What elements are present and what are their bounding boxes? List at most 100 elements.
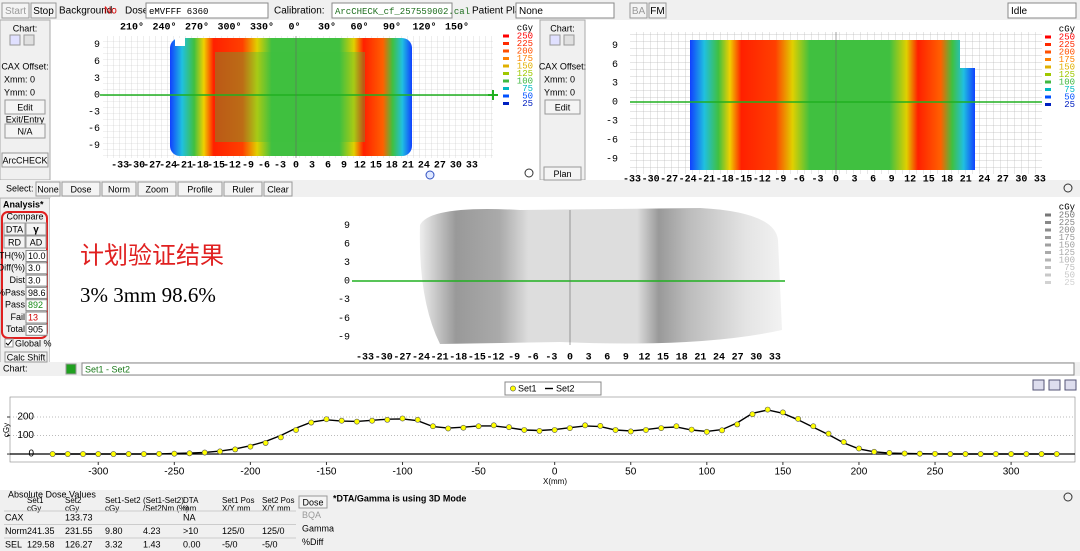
chart-tool[interactable] [1032,379,1045,391]
legend-title: cGy [1059,202,1076,212]
legend-swatch [503,34,509,38]
button-label: AD [30,237,43,247]
plot-frame [9,396,1076,463]
data-point [323,416,330,423]
x-tick-label: 6 [870,175,876,186]
table-header: Set1-Set2 [105,496,141,505]
row-label: Norm [5,526,27,536]
button[interactable] [25,235,47,249]
field-value: 3.0 [28,263,41,273]
button[interactable] [25,222,47,236]
dose-map [690,40,975,170]
chart-tool[interactable] [1064,379,1077,391]
legend-label: 250 [517,31,533,41]
chart-icon[interactable] [563,34,575,46]
button[interactable] [263,181,293,197]
button[interactable] [3,222,26,236]
data-point [992,451,999,457]
table-title: Absolute Dose Values [8,489,96,499]
input-field[interactable] [81,362,1075,376]
zoom-icon[interactable] [1063,492,1073,502]
field-value: 10.0 [28,251,46,261]
input-field [25,250,48,262]
zoom-icon[interactable] [1063,183,1073,193]
field-value: 13 [28,312,38,322]
label: Dose: [125,6,151,17]
annotation-title: 计划验证结果 [80,243,224,270]
data-point [125,451,132,457]
button[interactable] [101,181,137,197]
button[interactable] [223,181,263,197]
zoom-icon[interactable] [524,168,534,178]
legend-label: 125 [517,69,533,79]
chart-icon[interactable] [65,363,77,375]
button[interactable] [629,2,648,19]
button[interactable] [177,181,223,197]
input-field[interactable] [1007,2,1077,19]
legend-label: 200 [517,46,533,56]
input-field[interactable] [515,2,615,19]
button[interactable] [137,181,177,197]
chart-tool[interactable] [1048,379,1061,391]
input-field[interactable] [145,2,269,19]
x-tick-label: 30 [450,161,462,172]
y-tick-label: 200 [17,412,34,423]
legend-swatch [503,57,509,60]
table-header: Set2 [65,496,82,505]
x-tick-label: -300 [88,467,108,478]
button-label: Clear [267,184,289,194]
button[interactable] [544,99,581,115]
table-header: cGy [27,504,41,513]
x-tick-label: 100 [698,467,715,478]
button[interactable] [543,166,582,181]
chart-icon[interactable] [549,34,561,46]
data-point [688,426,695,433]
x-tick-label: 0 [833,175,839,186]
x-tick-label: 6 [325,161,331,172]
input-field [25,311,48,324]
button[interactable] [35,181,61,197]
button[interactable] [648,2,667,19]
button-label: Profile [187,184,213,194]
button[interactable] [3,235,26,249]
table-cell: 9.80 [105,526,123,536]
x-tick-label: 250 [927,467,944,478]
x-tick-label: -6 [258,161,270,172]
y-tick-label: 0 [94,91,100,102]
button[interactable] [1,152,49,168]
button[interactable] [1,2,30,19]
x-tick-label: 27 [997,175,1009,186]
field-value: 892 [28,300,43,310]
button[interactable] [4,351,48,363]
table-cell: -5/0 [262,539,278,549]
x-tick-label: 50 [625,467,637,478]
field-value: 905 [28,325,43,335]
chart-icon[interactable] [23,34,35,46]
y-axis-label: cGy [2,423,11,437]
data-point [658,425,665,432]
label: Background: [59,6,115,17]
button[interactable] [61,181,101,197]
button[interactable] [298,495,328,509]
button[interactable] [30,2,57,19]
button[interactable] [4,123,46,139]
input-field[interactable] [331,2,453,19]
x-tick-label: 9 [889,175,895,186]
legend-swatch [1045,251,1051,254]
data-point [369,417,375,424]
x-tick-label: -9 [774,175,786,186]
x-tick-label: 6 [604,353,610,364]
button-label: FM [650,6,664,17]
legend-swatch [1045,43,1051,46]
label: Chart: [13,23,38,33]
button-label: Edit [17,102,33,112]
data-point [901,450,908,457]
field-value: Set1 - Set2 [85,364,130,374]
legend-label: Set2 [556,383,575,393]
x-tick-label: 18 [386,161,398,172]
chart-icon[interactable] [9,34,21,46]
info-icon[interactable] [425,170,435,180]
button[interactable] [4,99,46,115]
label: CAX Offset: [1,61,48,71]
data-point [353,418,360,425]
